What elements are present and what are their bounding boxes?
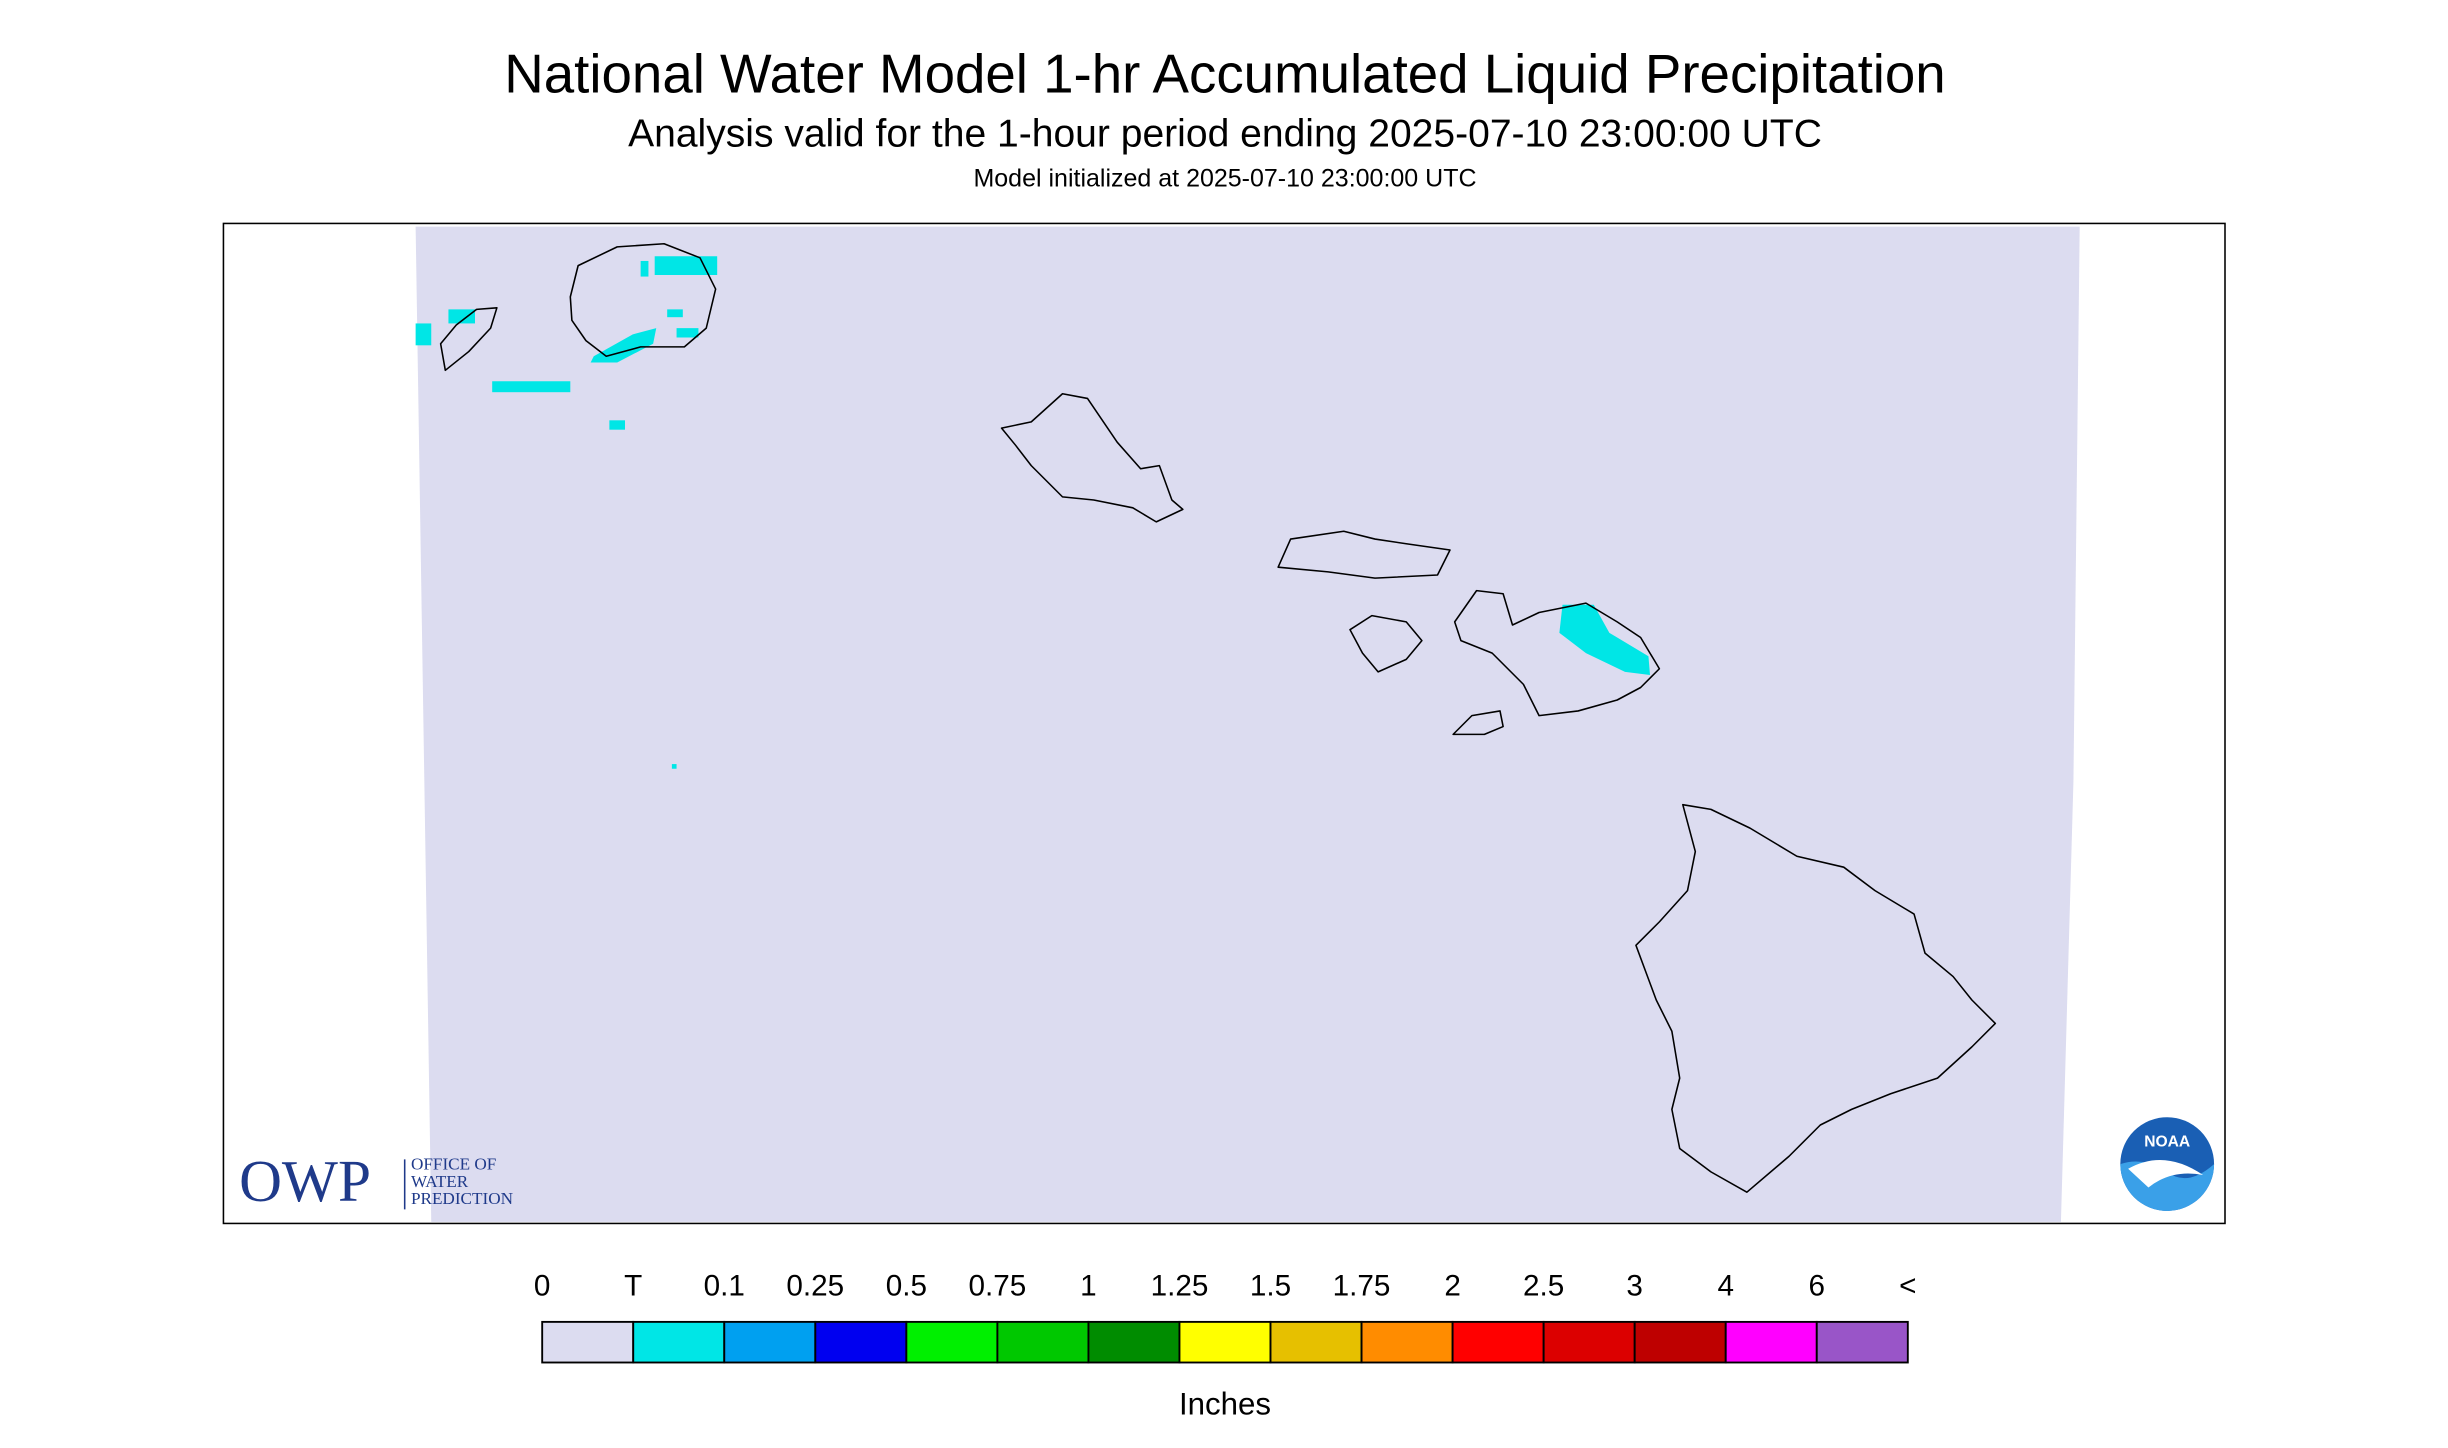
- legend-label: 1.5: [1250, 1269, 1291, 1302]
- legend: Inches 0 T 0.1 0.25 0.5 0.75 1 1.25 1.5 1.75 2 2.5 3…: [534, 1269, 1917, 1421]
- legend-label: 4: [1717, 1269, 1734, 1302]
- owp-logo-line: PREDICTION: [411, 1189, 513, 1208]
- legend-swatch: [814, 1320, 908, 1364]
- legend-label: 6: [1809, 1269, 1826, 1302]
- legend-swatch: [1087, 1320, 1181, 1364]
- init-time: Model initialized at 2025-07-10 23:00:00…: [973, 164, 1476, 192]
- legend-swatch: [1451, 1320, 1545, 1364]
- legend-label: 1: [1080, 1269, 1097, 1302]
- legend-label: 0.25: [786, 1269, 844, 1302]
- legend-label: 1.75: [1333, 1269, 1391, 1302]
- title: National Water Model 1-hr Accumulated Li…: [504, 43, 1945, 105]
- legend-swatch: [1360, 1320, 1454, 1364]
- legend-swatch: [632, 1320, 726, 1364]
- legend-label: 0.1: [704, 1269, 745, 1302]
- subtitle: Analysis valid for the 1-hour period end…: [628, 112, 1822, 155]
- legend-label: <: [1899, 1269, 1916, 1302]
- legend-label: 2.5: [1523, 1269, 1564, 1302]
- legend-swatch: [541, 1320, 635, 1364]
- owp-logo-line: OFFICE OF: [411, 1155, 496, 1174]
- legend-swatch: [905, 1320, 999, 1364]
- owp-logo: OWP OFFICE OF WATER PREDICTION: [239, 1148, 513, 1214]
- legend-label: 0: [534, 1269, 551, 1302]
- legend-swatch: [1178, 1320, 1272, 1364]
- legend-label: 2: [1444, 1269, 1461, 1302]
- legend-label: 3: [1626, 1269, 1643, 1302]
- map: [222, 222, 2226, 1225]
- owp-logo-line: WATER: [411, 1172, 469, 1191]
- legend-swatch: [1633, 1320, 1727, 1364]
- legend-label: 1.25: [1151, 1269, 1209, 1302]
- legend-swatch: [996, 1320, 1090, 1364]
- legend-swatch: [1269, 1320, 1363, 1364]
- legend-swatch: [723, 1320, 817, 1364]
- legend-swatch: [1724, 1320, 1818, 1364]
- model-domain: [415, 226, 2080, 1222]
- noaa-logo-text: NOAA: [2144, 1133, 2190, 1150]
- legend-swatch: [1542, 1320, 1636, 1364]
- legend-label: T: [624, 1269, 642, 1302]
- coastlines: [439, 242, 1997, 1193]
- noaa-logo: NOAA: [2120, 1117, 2215, 1211]
- owp-logo-text: OWP: [239, 1148, 371, 1214]
- legend-label: 0.5: [886, 1269, 927, 1302]
- legend-title: Inches: [1179, 1387, 1271, 1422]
- legend-swatch: [1815, 1320, 1909, 1364]
- legend-label: 0.75: [969, 1269, 1027, 1302]
